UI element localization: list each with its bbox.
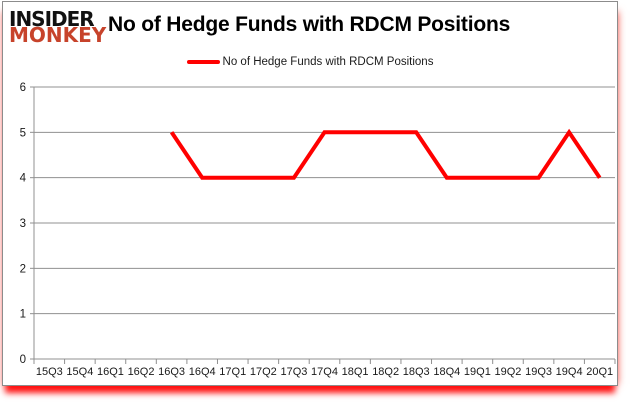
- xtick-label-16Q3: 16Q3: [158, 366, 185, 378]
- xtick-label-18Q3: 18Q3: [403, 366, 430, 378]
- logo-text-monkey: MONKEY: [9, 23, 107, 47]
- xtick-label-19Q4: 19Q4: [556, 366, 583, 378]
- ytick-label-3: 3: [20, 218, 26, 230]
- xtick-label-16Q1: 16Q1: [97, 366, 124, 378]
- legend-line-swatch-icon: [186, 60, 220, 64]
- xtick-label-17Q4: 17Q4: [311, 366, 338, 378]
- ytick-label-0: 0: [20, 354, 26, 366]
- data-series-line: [169, 128, 602, 180]
- xtick-label-19Q1: 19Q1: [464, 366, 491, 378]
- xtick-label-18Q1: 18Q1: [342, 366, 369, 378]
- xtick-label-16Q2: 16Q2: [128, 366, 155, 378]
- ytick-label-6: 6: [20, 82, 26, 94]
- xtick-label-20Q1: 20Q1: [586, 366, 613, 378]
- xtick-label-16Q4: 16Q4: [189, 366, 216, 378]
- xtick-label-17Q3: 17Q3: [280, 366, 307, 378]
- chart-title: No of Hedge Funds with RDCM Positions: [108, 13, 511, 36]
- chart-card: INSIDER MONKEY No of Hedge Funds with RD…: [2, 1, 618, 386]
- xtick-label-18Q4: 18Q4: [433, 366, 460, 378]
- insider-monkey-logo: INSIDER MONKEY: [9, 7, 109, 47]
- xtick-label-18Q2: 18Q2: [372, 366, 399, 378]
- legend-label: No of Hedge Funds with RDCM Positions: [222, 56, 434, 68]
- xtick-label-19Q3: 19Q3: [525, 366, 552, 378]
- xtick-label-17Q2: 17Q2: [250, 366, 277, 378]
- ytick-label-5: 5: [20, 127, 26, 139]
- logo-text-insider: INSIDER: [9, 7, 95, 31]
- xtick-label-17Q1: 17Q1: [219, 366, 246, 378]
- ytick-label-4: 4: [20, 173, 27, 185]
- xtick-label-15Q3: 15Q3: [36, 366, 63, 378]
- xtick-label-19Q2: 19Q2: [495, 366, 522, 378]
- ytick-label-2: 2: [20, 263, 26, 275]
- xtick-label-15Q4: 15Q4: [66, 366, 93, 378]
- ytick-label-1: 1: [20, 309, 26, 321]
- legend: No of Hedge Funds with RDCM Positions: [3, 56, 617, 68]
